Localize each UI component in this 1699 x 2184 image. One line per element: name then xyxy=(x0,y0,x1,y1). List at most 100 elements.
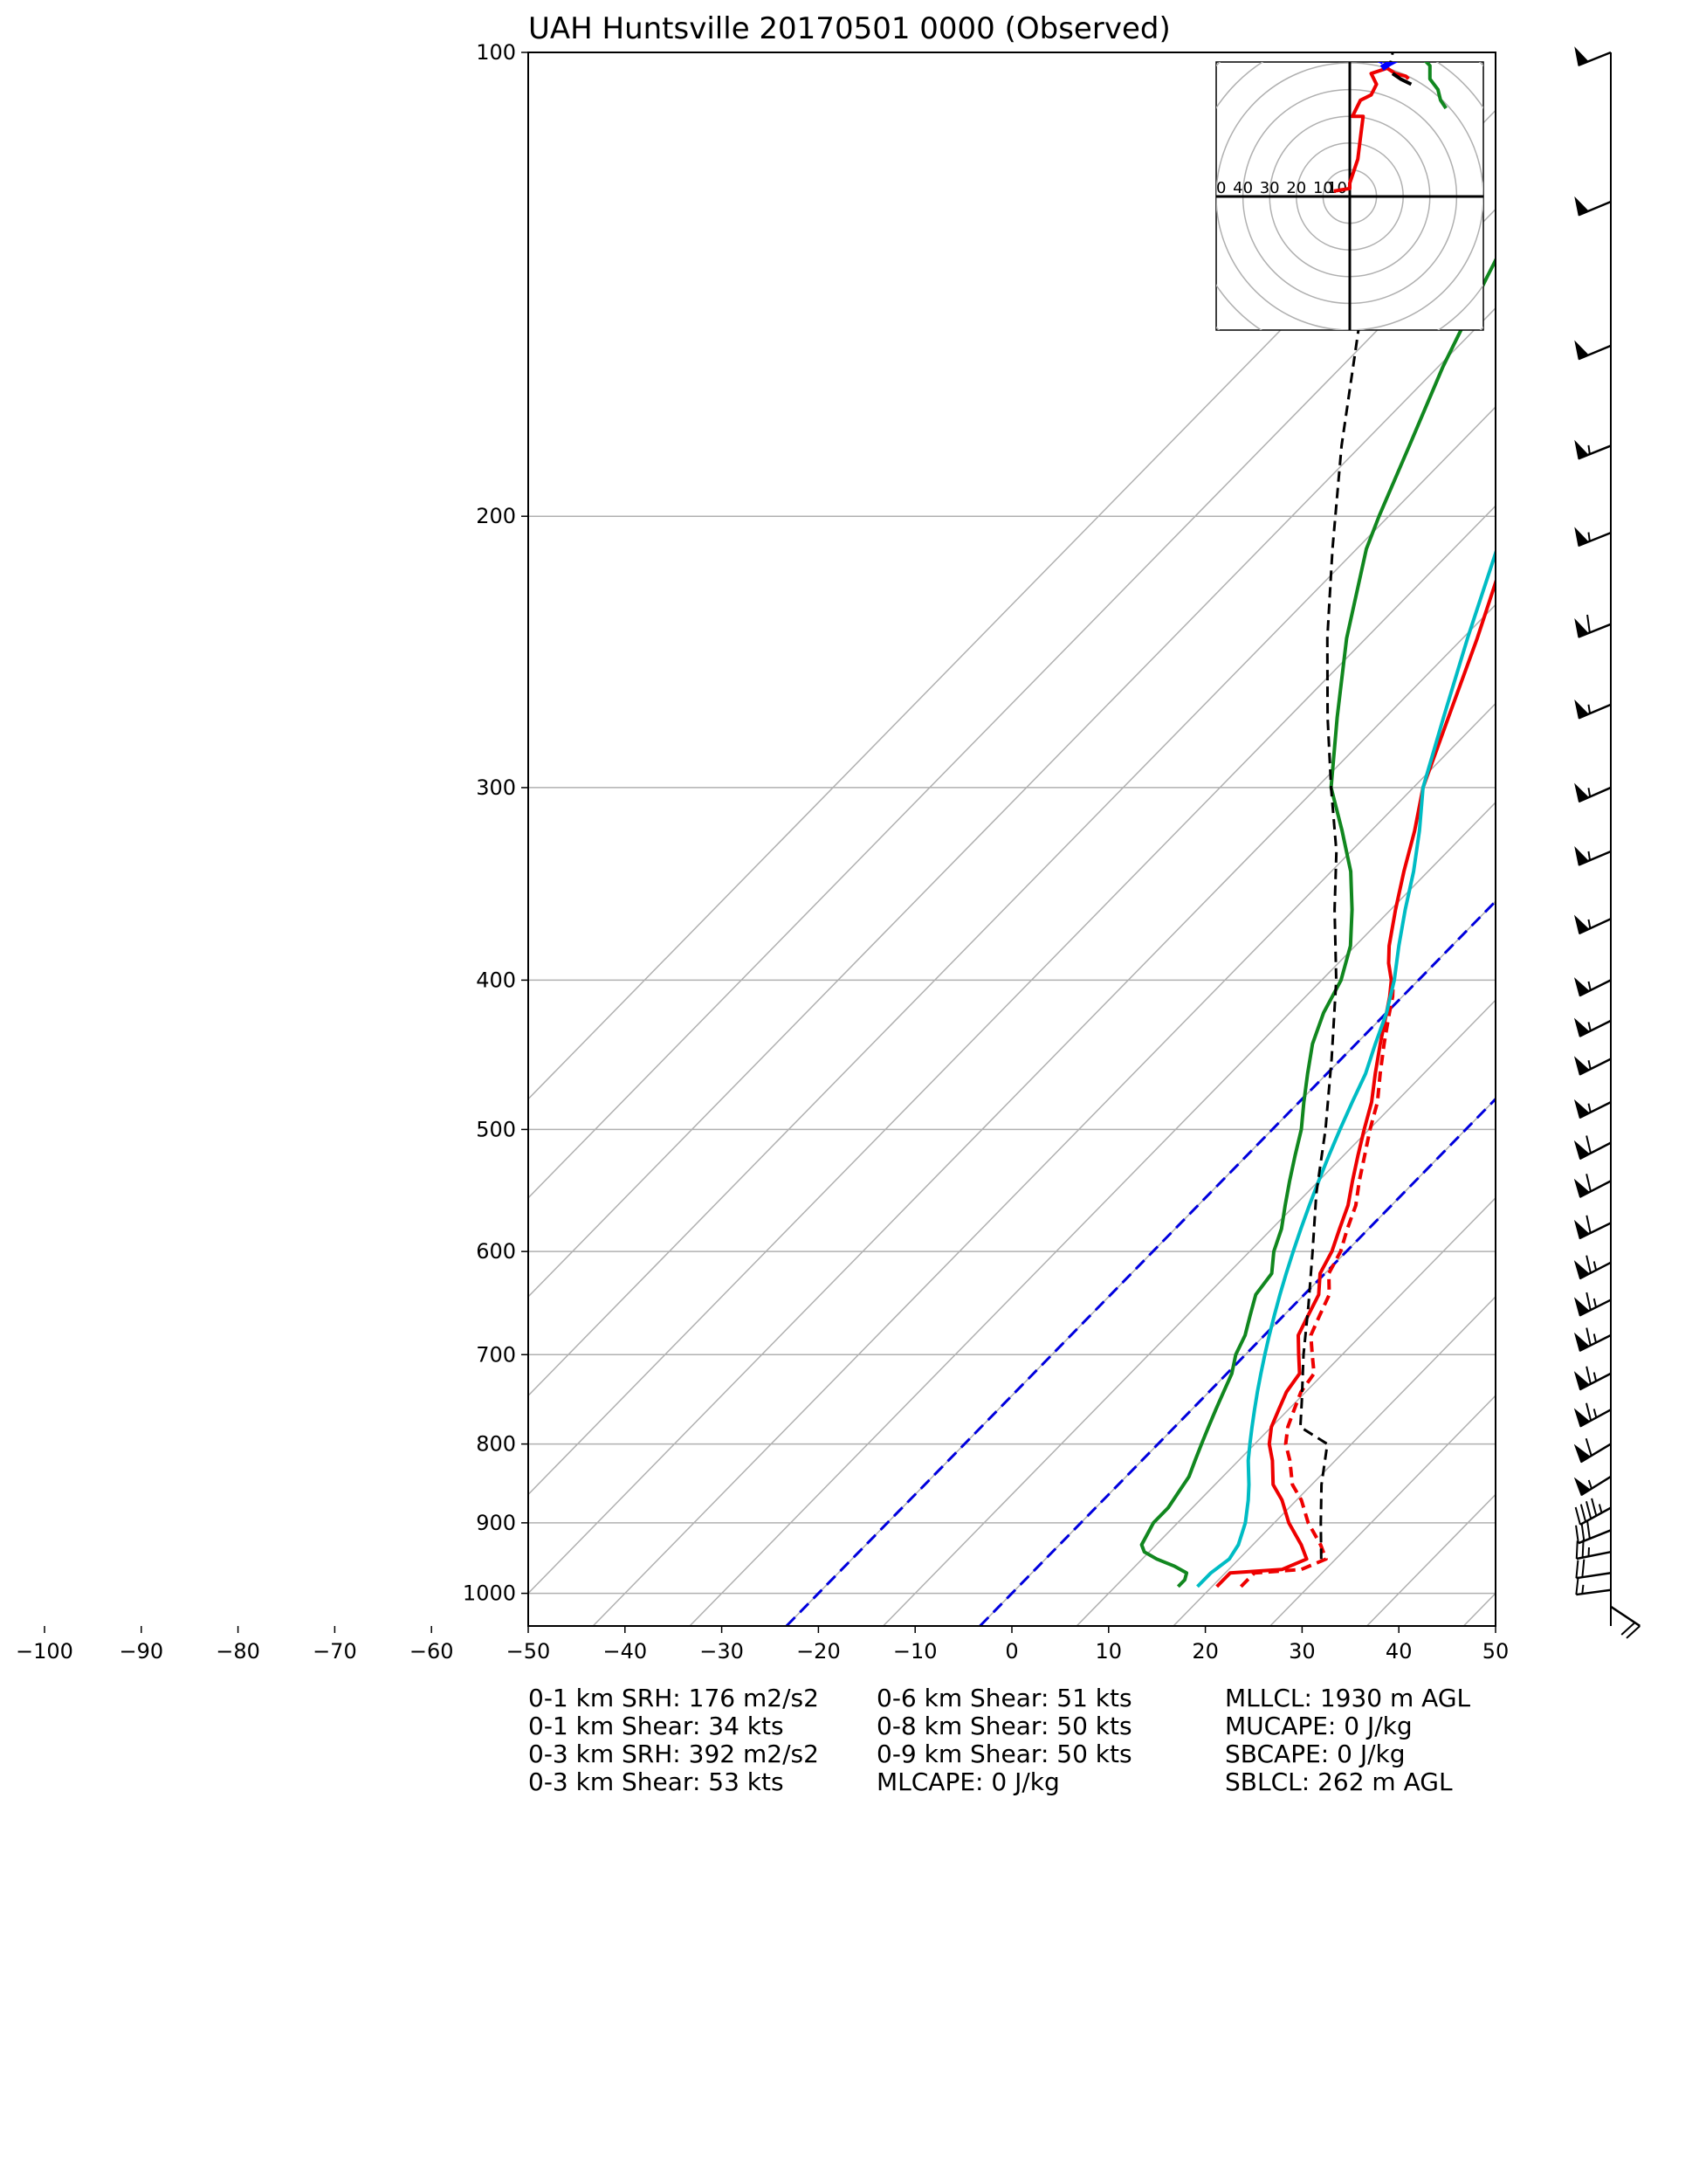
wind-barb xyxy=(1575,1540,1612,1560)
isotherm-line xyxy=(592,702,1496,1626)
y-tick-label: 600 xyxy=(476,1239,516,1264)
wind-barb xyxy=(1574,340,1612,361)
wind-barb xyxy=(1574,527,1612,548)
chart-title: UAH Huntsville 20170501 0000 (Observed) xyxy=(528,11,1171,46)
wind-barb xyxy=(1610,1605,1641,1639)
wetbulb-line xyxy=(1196,548,1496,1588)
isotherm-line xyxy=(1173,1295,1496,1626)
wind-barb xyxy=(1574,439,1612,460)
wind-barb xyxy=(1573,1174,1612,1198)
x-tick-label: −100 xyxy=(16,1639,73,1664)
isotherm-line xyxy=(1076,1196,1496,1626)
temperature-line xyxy=(1215,576,1496,1588)
x-tick-label: −10 xyxy=(893,1639,938,1664)
wind-barb xyxy=(1574,914,1612,935)
y-tick-label: 800 xyxy=(476,1432,516,1457)
stats-panel: 0-1 km SRH: 176 m2/s2 0-1 km Shear: 34 k… xyxy=(528,1684,1471,1796)
x-tick-label: −50 xyxy=(506,1639,551,1664)
hodograph-ring-label: 10 xyxy=(1313,179,1333,197)
dewpoint-line xyxy=(1139,256,1496,1588)
stat-shear-8km: 0-8 km Shear: 50 kts xyxy=(877,1712,1132,1740)
y-tick-label: 500 xyxy=(476,1117,516,1141)
hodograph-ring-label: 30 xyxy=(1260,179,1280,197)
highlighted-isotherm xyxy=(785,899,1496,1626)
stat-shear-6km: 0-6 km Shear: 51 kts xyxy=(877,1684,1132,1712)
hodograph-trace xyxy=(1391,72,1413,86)
wind-barb xyxy=(1573,1366,1612,1391)
stat-shear-9km: 0-9 km Shear: 50 kts xyxy=(877,1740,1132,1768)
stat-sblcl: SBLCL: 262 m AGL xyxy=(1225,1767,1453,1796)
wind-barb xyxy=(1574,1498,1612,1526)
hodograph-trace xyxy=(1423,62,1448,110)
wind-barb xyxy=(1573,1327,1612,1353)
x-tick-label: −20 xyxy=(796,1639,841,1664)
x-tick-label: −70 xyxy=(313,1639,357,1664)
x-tick-label: 40 xyxy=(1386,1639,1413,1664)
isotherm-line xyxy=(528,307,1496,1299)
y-tick-label: 100 xyxy=(476,40,516,65)
x-tick-label: −80 xyxy=(216,1639,260,1664)
stat-sbcape: SBCAPE: 0 J/kg xyxy=(1225,1740,1406,1768)
y-tick-label: 700 xyxy=(476,1342,516,1367)
isotherm-line xyxy=(528,406,1496,1397)
isotherm-line xyxy=(689,801,1496,1626)
stat-shear-1km: 0-1 km Shear: 34 kts xyxy=(528,1712,784,1740)
y-axis: 100 200 300 400 500 600 700 800 900 1000 xyxy=(463,40,528,1606)
stat-mucape: MUCAPE: 0 J/kg xyxy=(1225,1712,1413,1740)
stat-mlcape: MLCAPE: 0 J/kg xyxy=(877,1767,1060,1796)
y-tick-label: 200 xyxy=(476,504,516,528)
hodograph-ring-label: 10 xyxy=(1327,179,1347,197)
wind-barb xyxy=(1573,1056,1612,1076)
x-axis: −100 −90 −80 −70 −60 −50 −40 −30 −20 −10 0 10 20 30 40… xyxy=(16,1626,1509,1664)
wind-barb xyxy=(1573,1475,1612,1497)
y-tick-label: 1000 xyxy=(463,1581,516,1606)
wind-barb xyxy=(1574,196,1612,217)
x-tick-label: −90 xyxy=(119,1639,163,1664)
x-tick-label: 30 xyxy=(1289,1639,1316,1664)
isotherm-line xyxy=(528,505,1496,1496)
stat-mllcl: MLLCL: 1930 m AGL xyxy=(1225,1684,1471,1712)
hodograph-ring-label: 20 xyxy=(1286,179,1306,197)
hodograph-ring-label: 40 xyxy=(1233,179,1253,197)
wind-barb xyxy=(1573,1215,1612,1240)
x-tick-label: −30 xyxy=(699,1639,744,1664)
isotherm-line xyxy=(528,603,1496,1595)
wind-barb xyxy=(1573,977,1612,997)
wind-barb xyxy=(1574,614,1612,638)
stat-srh-1km: 0-1 km SRH: 176 m2/s2 xyxy=(528,1684,819,1712)
x-tick-label: 0 xyxy=(1005,1639,1018,1664)
wind-barb xyxy=(1575,1576,1612,1596)
wind-barb xyxy=(1574,782,1612,803)
y-tick-label: 900 xyxy=(476,1511,516,1535)
stat-srh-3km: 0-3 km SRH: 392 m2/s2 xyxy=(528,1740,819,1768)
hodograph-ring-label: 50 xyxy=(1207,179,1227,197)
stat-shear-3km: 0-3 km Shear: 53 kts xyxy=(528,1767,784,1796)
wind-barb xyxy=(1573,1099,1612,1120)
wind-barb xyxy=(1573,1017,1612,1037)
wind-barb xyxy=(1574,846,1612,866)
virtual-temperature-line xyxy=(1239,980,1395,1588)
wind-barb xyxy=(1573,1135,1612,1161)
x-tick-label: −40 xyxy=(602,1639,647,1664)
x-tick-label: −60 xyxy=(409,1639,454,1664)
x-tick-label: 10 xyxy=(1096,1639,1123,1664)
wind-barb xyxy=(1573,1255,1612,1280)
wind-barb xyxy=(1574,46,1612,67)
isotherm-line xyxy=(1657,52,1699,1626)
wind-barb xyxy=(1575,1520,1612,1545)
wind-barb xyxy=(1573,1292,1612,1317)
hodograph-trace xyxy=(1377,62,1398,72)
y-tick-label: 300 xyxy=(476,775,516,800)
highlighted-isotherm xyxy=(979,1097,1496,1626)
isotherm-line xyxy=(883,999,1496,1626)
hodograph-trace xyxy=(1333,66,1410,193)
wind-barb xyxy=(1575,1559,1612,1580)
wind-barb xyxy=(1573,1437,1612,1464)
y-tick-label: 400 xyxy=(476,968,516,992)
wind-barb xyxy=(1574,699,1612,720)
x-tick-label: 50 xyxy=(1482,1639,1510,1664)
wind-barb xyxy=(1573,1402,1612,1428)
wind-barbs xyxy=(1573,46,1641,1639)
